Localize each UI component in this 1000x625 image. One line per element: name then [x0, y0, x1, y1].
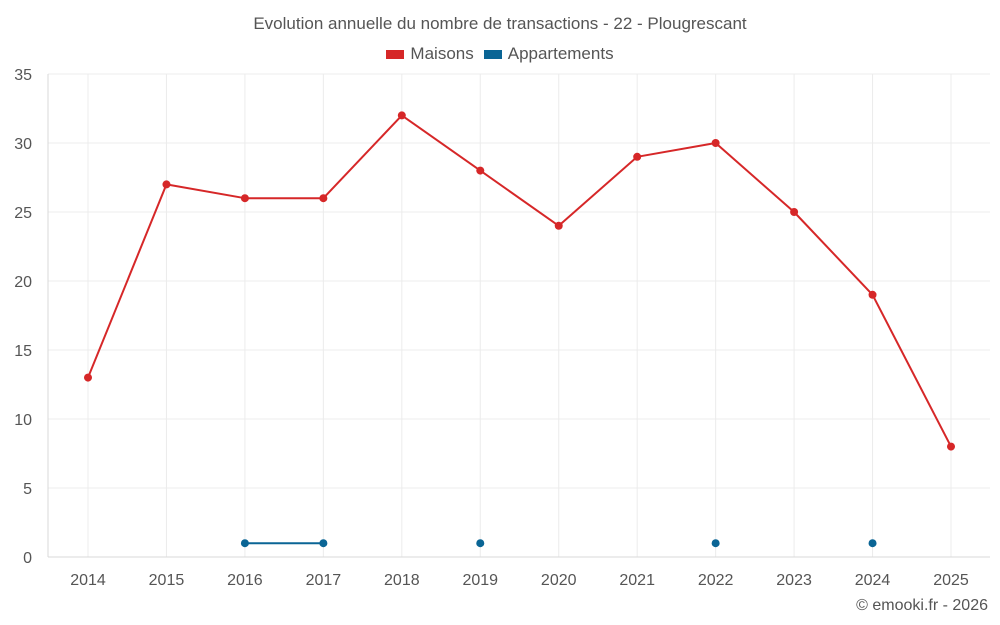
point-maisons-2015 — [162, 180, 171, 189]
credit-text: © emooki.fr - 2026 — [856, 597, 988, 614]
point-maisons-2019 — [476, 166, 485, 175]
series-line-maisons-2024 — [871, 294, 952, 448]
point-maisons-2017 — [319, 194, 328, 203]
grid — [48, 73, 990, 558]
y-tick-label-35: 35 — [14, 67, 32, 84]
x-tick-label-2017: 2017 — [306, 572, 342, 589]
x-tick-label-2014: 2014 — [70, 572, 106, 589]
point-maisons-2020 — [554, 221, 563, 230]
x-tick-label-2025: 2025 — [933, 572, 969, 589]
series-line-maisons-2019 — [479, 169, 560, 227]
series-line-maisons-2023 — [793, 211, 874, 296]
x-tick-label-2018: 2018 — [384, 572, 420, 589]
chart-title: Evolution annuelle du nombre de transact… — [253, 14, 747, 33]
y-tick-label-25: 25 — [14, 205, 32, 222]
legend: Maisons Appartements — [0, 44, 1000, 64]
point-maisons-2024 — [868, 290, 877, 299]
x-tick-label-2020: 2020 — [541, 572, 577, 589]
y-tick-label-15: 15 — [14, 343, 32, 360]
legend-swatch-appartements — [483, 49, 502, 59]
series-line-maisons-2020 — [558, 156, 638, 227]
point-appartements-2019 — [476, 539, 485, 548]
x-tick-label-2015: 2015 — [149, 572, 185, 589]
legend-item-maisons[interactable]: Maisons — [386, 44, 474, 64]
series-line-maisons-2018 — [401, 114, 481, 172]
series-line-maisons-2017 — [322, 114, 403, 199]
x-tick-label-2016: 2016 — [227, 572, 263, 589]
series-line-maisons-2015 — [166, 183, 246, 200]
x-tick-label-2021: 2021 — [619, 572, 655, 589]
legend-label-appartements: Appartements — [507, 44, 614, 63]
point-maisons-2025 — [947, 442, 955, 451]
y-tick-label-10: 10 — [14, 412, 32, 429]
point-appartements-2024 — [868, 539, 877, 548]
point-maisons-2014 — [84, 373, 92, 382]
point-maisons-2016 — [240, 194, 249, 203]
series — [84, 111, 955, 548]
x-tick-label-2022: 2022 — [698, 572, 734, 589]
point-appartements-2022 — [711, 539, 720, 548]
y-tick-label-0: 0 — [23, 550, 32, 567]
point-appartements-2017 — [319, 539, 328, 548]
legend-label-maisons: Maisons — [410, 44, 474, 63]
series-line-maisons-2014 — [87, 184, 168, 378]
series-line-maisons-2021 — [637, 142, 716, 158]
x-tick-label-2023: 2023 — [776, 572, 812, 589]
x-tick-label-2019: 2019 — [462, 572, 498, 589]
point-maisons-2022 — [711, 139, 720, 147]
point-maisons-2021 — [633, 152, 642, 161]
point-maisons-2023 — [790, 208, 799, 216]
y-tick-label-20: 20 — [14, 274, 32, 291]
point-maisons-2018 — [397, 111, 406, 120]
x-tick-label-2024: 2024 — [855, 572, 891, 589]
legend-swatch-maisons — [386, 49, 405, 59]
y-tick-label-30: 30 — [14, 136, 32, 153]
y-tick-label-5: 5 — [23, 481, 32, 498]
point-appartements-2016 — [240, 539, 249, 548]
series-line-maisons-2022 — [714, 142, 795, 213]
legend-item-appartements[interactable]: Appartements — [483, 44, 614, 64]
